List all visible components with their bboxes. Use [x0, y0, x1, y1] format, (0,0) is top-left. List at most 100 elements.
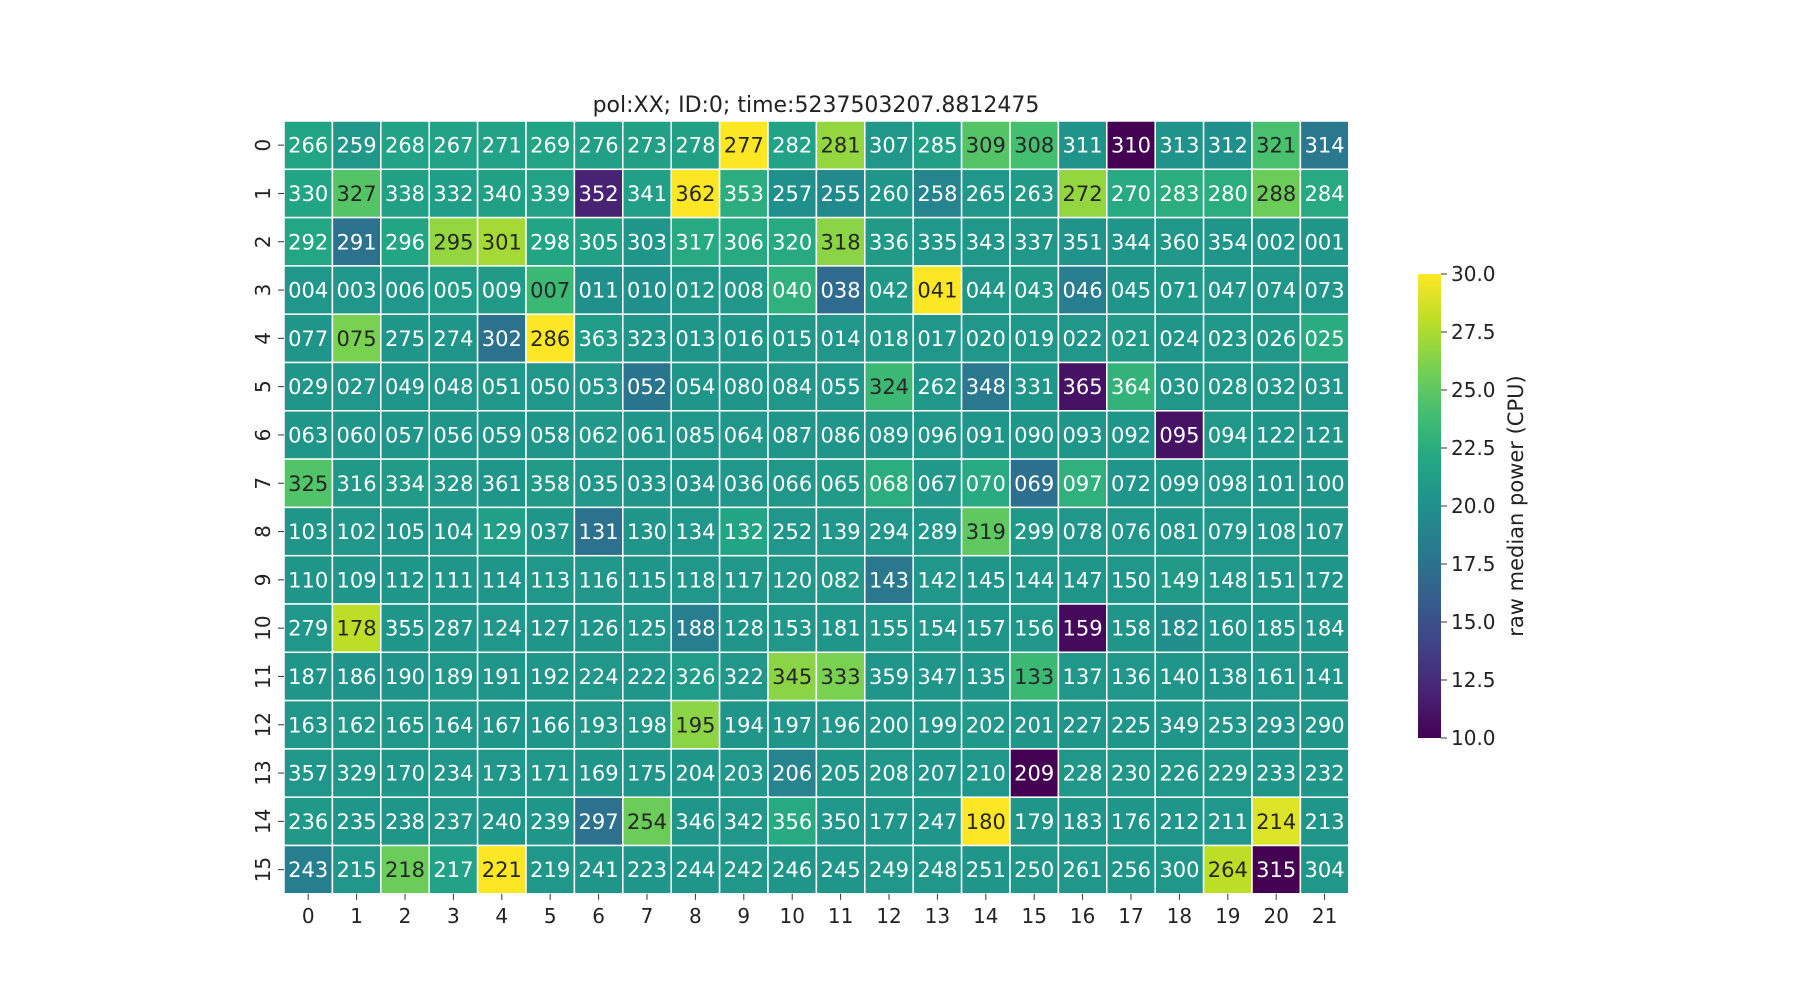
cell-label: 326 — [675, 665, 715, 689]
cell-label: 304 — [1305, 858, 1345, 882]
cell-label: 154 — [917, 617, 957, 641]
cell-label: 160 — [1208, 617, 1248, 641]
cell-label: 112 — [385, 568, 425, 592]
cell-label: 079 — [1208, 520, 1248, 544]
cell-label: 125 — [627, 617, 667, 641]
cell-label: 197 — [772, 713, 812, 737]
cell-label: 135 — [966, 665, 1006, 689]
cell-label: 035 — [579, 472, 619, 496]
cell-label: 295 — [433, 230, 473, 254]
x-tick-label: 4 — [495, 904, 508, 928]
heatmap-cell — [525, 216, 576, 267]
cell-label: 008 — [724, 279, 764, 303]
cell-label: 167 — [482, 713, 522, 737]
cell-label: 341 — [627, 182, 667, 206]
cell-label: 041 — [917, 279, 957, 303]
cell-label: 108 — [1256, 520, 1296, 544]
heatmap-cell — [1251, 120, 1302, 171]
cell-label: 284 — [1305, 182, 1345, 206]
heatmap-cell — [718, 748, 769, 798]
cell-label: 280 — [1208, 182, 1248, 206]
heatmap-cell — [380, 458, 430, 509]
cell-label: 318 — [821, 230, 861, 254]
cell-label: 271 — [482, 134, 522, 158]
cell-label: 059 — [482, 423, 522, 447]
cell-label: 063 — [288, 423, 328, 447]
x-tick-label: 11 — [828, 904, 853, 928]
cell-label: 086 — [821, 423, 861, 447]
cell-label: 124 — [482, 617, 522, 641]
cell-label: 217 — [433, 858, 473, 882]
cell-label: 076 — [1111, 520, 1151, 544]
cell-label: 233 — [1256, 762, 1296, 786]
heatmap-cell — [380, 313, 430, 364]
cell-label: 098 — [1208, 472, 1248, 496]
x-tick-label: 13 — [925, 904, 950, 928]
cell-label: 324 — [869, 375, 909, 399]
cell-label: 266 — [288, 134, 328, 158]
cell-label: 254 — [627, 810, 667, 834]
cell-label: 009 — [482, 279, 522, 303]
heatmap-cell — [864, 410, 914, 460]
cell-label: 277 — [724, 134, 764, 158]
cell-label: 055 — [821, 375, 861, 399]
heatmap-cell — [1154, 506, 1205, 557]
cell-label: 016 — [724, 327, 764, 351]
heatmap-cell — [1009, 651, 1060, 702]
cell-label: 015 — [772, 327, 812, 351]
cell-label: 201 — [1014, 713, 1054, 737]
heatmap-cell — [331, 120, 382, 171]
cell-label: 037 — [530, 520, 570, 544]
cell-label: 356 — [772, 810, 812, 834]
heatmap-cell — [718, 361, 769, 412]
cell-label: 034 — [675, 472, 715, 496]
cell-label: 331 — [1014, 375, 1054, 399]
cell-label: 061 — [627, 423, 667, 447]
cell-label: 014 — [821, 327, 861, 351]
x-tick-label: 9 — [737, 904, 750, 928]
cell-label: 092 — [1111, 423, 1151, 447]
cell-label: 046 — [1063, 279, 1103, 303]
heatmap-cell — [1009, 361, 1060, 412]
heatmap-cell — [1009, 410, 1060, 460]
cell-label: 104 — [433, 520, 473, 544]
x-tick-label: 10 — [779, 904, 804, 928]
cell-label: 080 — [724, 375, 764, 399]
heatmap-cell — [1009, 554, 1060, 605]
cell-label: 311 — [1063, 134, 1103, 158]
cell-label: 265 — [966, 182, 1006, 206]
cell-label: 081 — [1159, 520, 1199, 544]
x-tick-label: 0 — [302, 904, 315, 928]
heatmap-cell — [573, 651, 624, 702]
cell-label: 042 — [869, 279, 909, 303]
cell-label: 010 — [627, 279, 667, 303]
cell-label: 352 — [579, 182, 619, 206]
cell-label: 155 — [869, 617, 909, 641]
cell-label: 121 — [1305, 423, 1345, 447]
heatmap-cell — [525, 361, 576, 412]
cell-label: 182 — [1159, 617, 1199, 641]
cell-label: 157 — [966, 617, 1006, 641]
heatmap-cell — [1154, 554, 1205, 605]
cell-label: 129 — [482, 520, 522, 544]
cell-label: 235 — [337, 810, 377, 834]
cell-label: 249 — [869, 858, 909, 882]
cell-label: 032 — [1256, 375, 1296, 399]
cell-label: 256 — [1111, 858, 1151, 882]
y-tick-label: 13 — [251, 760, 275, 785]
heatmap-cell — [1251, 265, 1302, 315]
cell-label: 347 — [917, 665, 957, 689]
cell-label: 099 — [1159, 472, 1199, 496]
cell-label: 070 — [966, 472, 1006, 496]
heatmap-cell — [1154, 748, 1205, 798]
cell-label: 243 — [288, 858, 328, 882]
x-tick-label: 7 — [641, 904, 654, 928]
heatmap-cell — [1251, 361, 1302, 412]
cell-label: 196 — [821, 713, 861, 737]
cell-label: 248 — [917, 858, 957, 882]
cell-label: 291 — [337, 230, 377, 254]
heatmap-cell — [912, 120, 963, 171]
heatmap-cell — [1202, 506, 1253, 557]
x-tick-label: 14 — [973, 904, 998, 928]
